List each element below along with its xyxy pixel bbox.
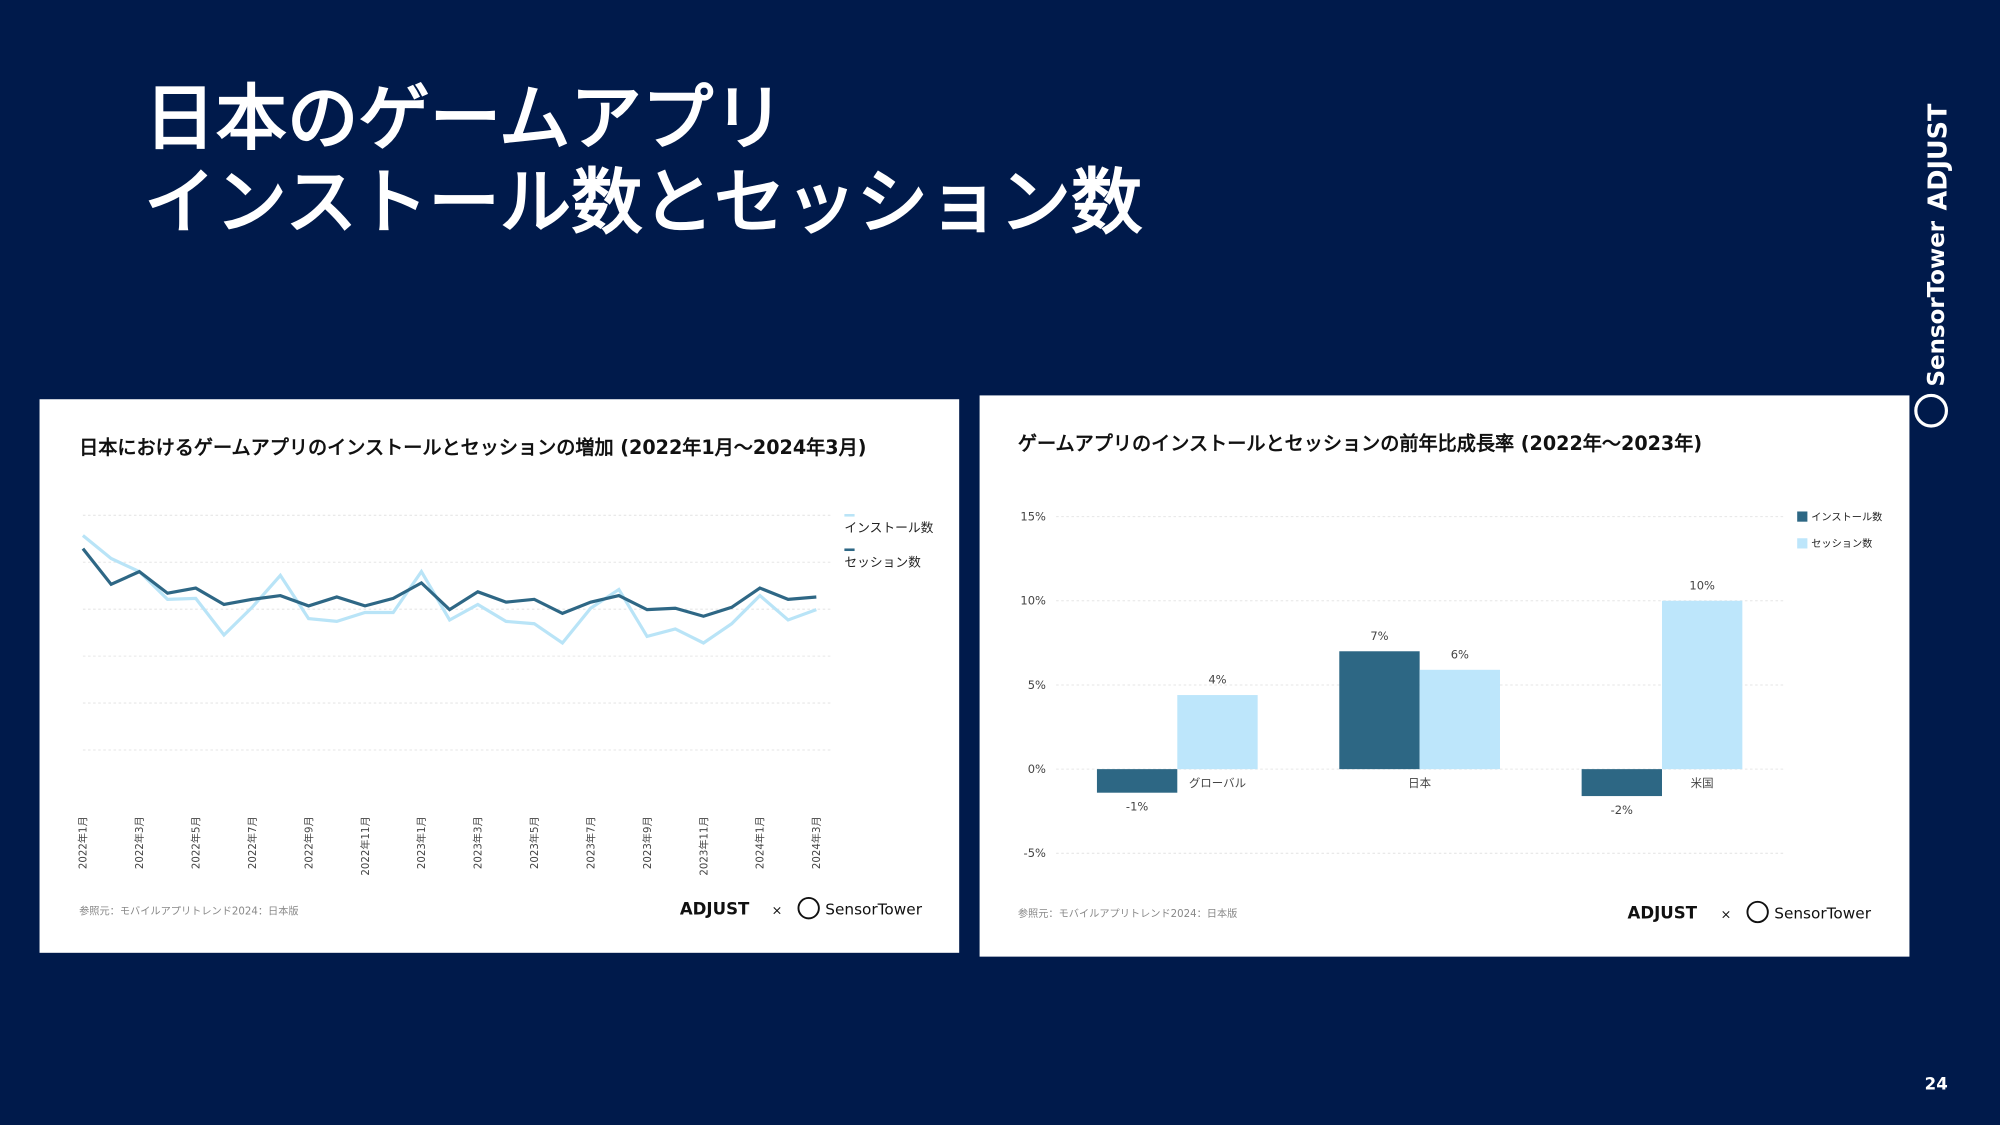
x-tick-label: 2022年3月 <box>133 816 146 869</box>
legend-label: インストール数 <box>844 521 933 536</box>
x-tick-label: 2023年7月 <box>584 816 597 869</box>
legend-label: セッション数 <box>844 555 921 570</box>
slide-title: 日本のゲームアプリ <box>144 77 785 160</box>
data-label: -1% <box>1126 800 1148 814</box>
x-tick-label: 2022年5月 <box>190 816 203 869</box>
x-tick-label: 2023年9月 <box>641 816 654 869</box>
data-label: 4% <box>1208 673 1226 687</box>
data-line <box>81 547 817 618</box>
brand-times: × <box>772 904 783 919</box>
x-tick-label: 2023年11月 <box>697 816 710 875</box>
y-tick-label: 0% <box>1028 762 1046 776</box>
x-tick-label: 日本 <box>1408 776 1431 790</box>
brand: ADJUST <box>680 900 750 919</box>
brand-icon <box>1914 393 1949 428</box>
legend-label: セッション数 <box>1811 537 1872 550</box>
y-tick-label: 15% <box>1020 509 1046 523</box>
side-brand: ADJUST <box>1923 103 1953 210</box>
brand-icon <box>797 897 820 920</box>
bar <box>1419 669 1500 770</box>
source-note: 参照元：モバイルアプリトレンド2024：日本版 <box>79 905 299 918</box>
card-footer: 参照元：モバイルアプリトレンド2024：日本版 ADJUST × SensorT… <box>79 897 1872 924</box>
bar <box>1661 600 1743 770</box>
legend-label: インストール数 <box>1811 510 1882 523</box>
y-tick-label: 10% <box>1020 594 1046 608</box>
bar <box>1177 695 1258 770</box>
bar <box>1096 769 1178 793</box>
x-tick-label: 2024年3月 <box>810 816 823 869</box>
side-brand: SensorTower <box>1924 220 1950 386</box>
data-label: 7% <box>1370 629 1388 643</box>
x-tick-label: グローバル <box>1189 776 1246 790</box>
y-tick-label: -5% <box>1024 846 1046 860</box>
brand: SensorTower <box>825 901 922 919</box>
data-label: 10% <box>1689 578 1715 592</box>
brand-times: × <box>1721 907 1732 922</box>
legend-swatch <box>1797 538 1808 549</box>
brand: ADJUST <box>1628 903 1698 922</box>
page-number: 24 <box>1925 1074 1948 1093</box>
data-label: 6% <box>1451 647 1469 661</box>
slide-title: インストール数とセッション数 <box>144 161 1143 244</box>
chart-card <box>39 399 960 953</box>
y-tick-label: 5% <box>1028 678 1046 692</box>
bar <box>1581 769 1662 797</box>
x-tick-label: 2023年5月 <box>528 816 541 869</box>
x-tick-label: 2023年1月 <box>415 816 428 869</box>
x-tick-label: 2024年1月 <box>754 816 767 869</box>
data-label: -2% <box>1611 803 1633 817</box>
chart-title: 日本におけるゲームアプリのインストールとセッションの増加 (2022年1月～20… <box>79 436 866 459</box>
x-tick-label: 2022年1月 <box>77 816 90 869</box>
x-tick-label: 2023年3月 <box>472 816 485 869</box>
x-tick-label: 2022年7月 <box>246 816 259 869</box>
chart-title: ゲームアプリのインストールとセッションの前年比成長率 (2022年～2023年) <box>1018 432 1702 455</box>
legend-swatch <box>1797 511 1808 522</box>
bar <box>1339 651 1420 770</box>
x-tick-label: 米国 <box>1691 776 1714 790</box>
brand-icon <box>1746 900 1769 924</box>
brand: SensorTower <box>1774 904 1871 922</box>
source-note: 参照元：モバイルアプリトレンド2024：日本版 <box>1018 907 1238 920</box>
data-line <box>81 534 817 646</box>
x-tick-label: 2022年9月 <box>302 816 315 869</box>
x-tick-label: 2022年11月 <box>359 816 372 875</box>
